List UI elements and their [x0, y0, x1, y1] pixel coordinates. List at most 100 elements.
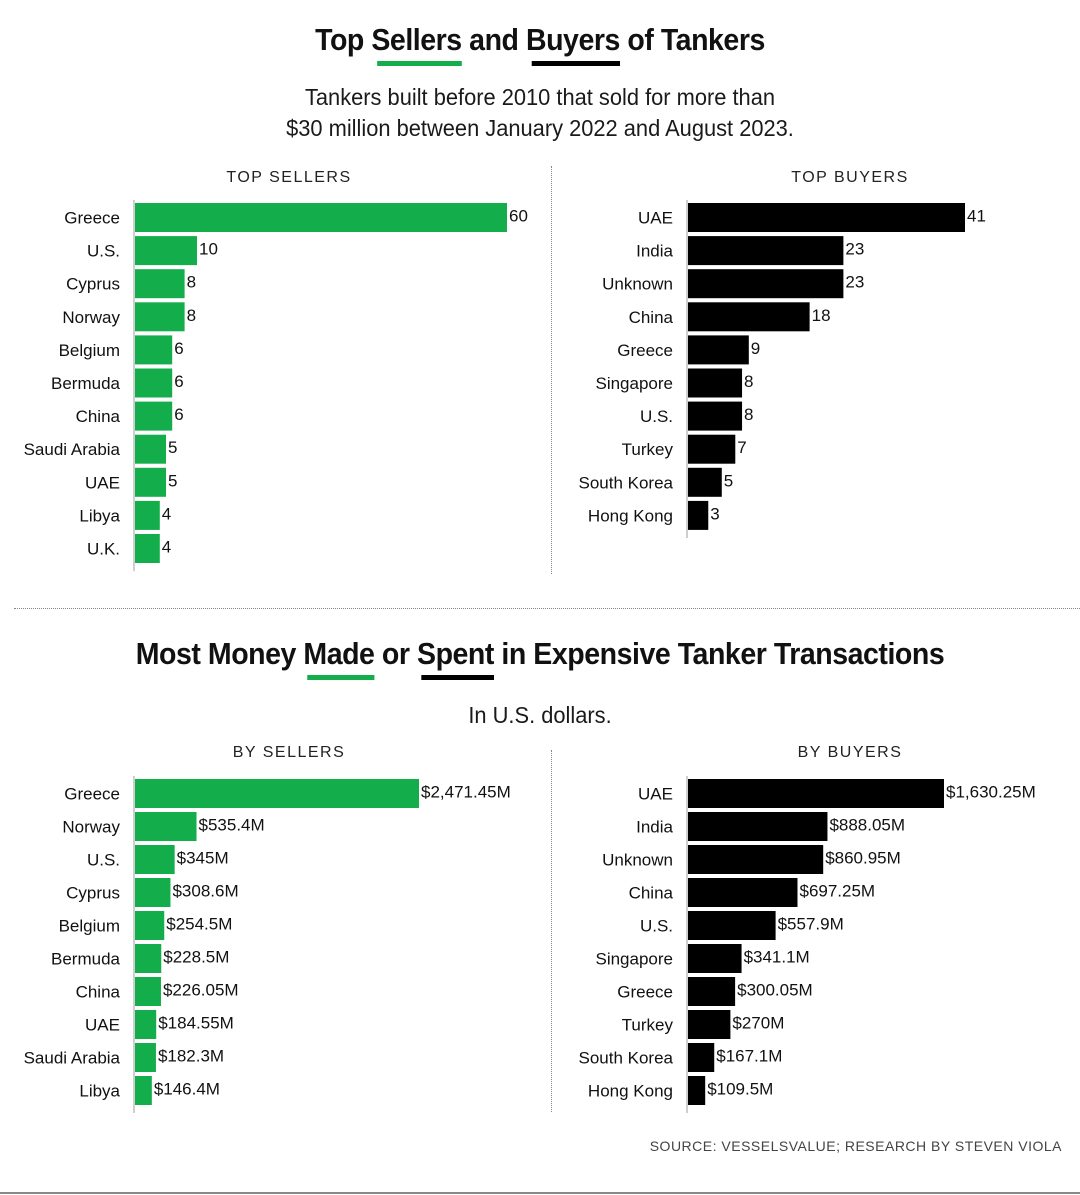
bar	[688, 434, 736, 464]
value-label: 5	[168, 471, 177, 490]
value-label: 4	[162, 504, 171, 523]
value-label: 10	[199, 240, 218, 259]
bar	[135, 944, 162, 973]
category-label: Libya	[79, 506, 120, 525]
bar	[688, 944, 742, 973]
value-label: 60	[509, 207, 528, 226]
bottom-rule	[0, 1192, 1080, 1194]
panel-divider	[551, 166, 552, 574]
value-label: $184.55M	[158, 1014, 234, 1033]
bar	[688, 1076, 706, 1105]
chart-by-buyers: UAE $1,630.25M India $888.05M Unknown $860.95…	[578, 776, 1036, 1113]
category-label: U.S.	[87, 242, 120, 261]
title-text: or	[374, 636, 418, 671]
bar	[688, 236, 844, 266]
bar	[688, 269, 844, 299]
bar	[135, 1076, 152, 1105]
value-label: 6	[174, 339, 183, 358]
value-label: 5	[168, 438, 177, 457]
value-label: $109.5M	[707, 1080, 773, 1099]
category-label: U.S.	[640, 917, 673, 936]
bar	[688, 401, 743, 431]
bar	[135, 534, 160, 563]
category-label: Greece	[64, 785, 120, 804]
category-label: Turkey	[622, 1016, 674, 1035]
value-label: $535.4M	[199, 816, 265, 835]
category-label: Saudi Arabia	[24, 440, 121, 459]
value-label: $228.5M	[163, 948, 229, 967]
panel-title-by-buyers: BY BUYERS	[797, 744, 903, 761]
value-label: 8	[744, 405, 753, 424]
value-label: 6	[174, 372, 183, 391]
bar	[135, 269, 185, 299]
category-label: China	[629, 884, 674, 903]
section2-title: Most Money Made or Spent in Expensive Ta…	[43, 636, 1037, 680]
panel-title-top-sellers: TOP SELLERS	[226, 169, 352, 186]
category-label: U.K.	[87, 540, 120, 559]
category-label: UAE	[85, 473, 120, 492]
value-label: $270M	[732, 1014, 784, 1033]
value-label: 8	[187, 306, 196, 325]
value-label: $308.6M	[172, 882, 238, 901]
category-label: Saudi Arabia	[24, 1049, 121, 1068]
bar	[135, 401, 173, 431]
bar	[135, 302, 185, 332]
category-label: China	[76, 983, 121, 1002]
category-label: South Korea	[578, 1049, 673, 1068]
bar	[688, 878, 798, 907]
category-label: India	[636, 818, 673, 837]
bar	[688, 812, 828, 841]
subtitle-line-1: Tankers built before 2010 that sold for …	[304, 84, 776, 110]
bar	[135, 434, 166, 464]
title-sellers-underlined: Sellers	[371, 22, 462, 66]
value-label: $557.9M	[778, 915, 844, 934]
category-label: Unknown	[602, 851, 673, 870]
bar	[135, 911, 165, 940]
subtitle-line-2: $30 million between January 2022 and Aug…	[286, 115, 794, 141]
category-label: South Korea	[578, 473, 673, 492]
value-label: $860.95M	[825, 849, 901, 868]
bar	[135, 236, 197, 266]
value-label: 9	[751, 339, 760, 358]
value-label: 23	[845, 273, 864, 292]
bar	[135, 779, 419, 808]
bar	[135, 977, 161, 1006]
title-made-underlined: Made	[303, 636, 375, 680]
bar	[688, 1010, 731, 1039]
bar	[688, 1043, 715, 1072]
category-label: Cyprus	[66, 275, 120, 294]
value-label: $254.5M	[166, 915, 232, 934]
title-text: and	[461, 22, 526, 57]
category-label: Singapore	[595, 950, 673, 969]
title-spent-underlined: Spent	[417, 636, 494, 680]
category-label: Greece	[617, 341, 673, 360]
category-label: Hong Kong	[588, 506, 673, 525]
value-label: 3	[710, 504, 719, 523]
value-label: $341.1M	[744, 948, 810, 967]
category-label: China	[76, 407, 121, 426]
value-label: 23	[845, 240, 864, 259]
chart-by-sellers: Greece $2,471.45M Norway $535.4M U.S. $345M Cy…	[24, 776, 511, 1113]
category-label: Norway	[62, 308, 120, 327]
bar	[135, 335, 173, 365]
value-label: $167.1M	[716, 1047, 782, 1066]
bar	[135, 467, 166, 497]
value-label: 8	[187, 273, 196, 292]
category-label: Belgium	[59, 341, 120, 360]
title-text: Top	[315, 22, 372, 57]
title-text: of Tankers	[619, 22, 765, 57]
bar	[688, 203, 965, 232]
value-label: $300.05M	[737, 981, 813, 1000]
category-label: Bermuda	[51, 950, 121, 969]
value-label: 5	[724, 471, 733, 490]
value-label: 4	[162, 538, 171, 557]
value-label: $1,630.25M	[946, 783, 1036, 802]
value-label: 7	[737, 438, 746, 457]
value-label: $2,471.45M	[421, 783, 511, 802]
category-label: UAE	[638, 785, 673, 804]
bar	[135, 1010, 157, 1039]
bar	[135, 368, 173, 398]
bar	[135, 203, 507, 232]
bar	[135, 878, 171, 907]
